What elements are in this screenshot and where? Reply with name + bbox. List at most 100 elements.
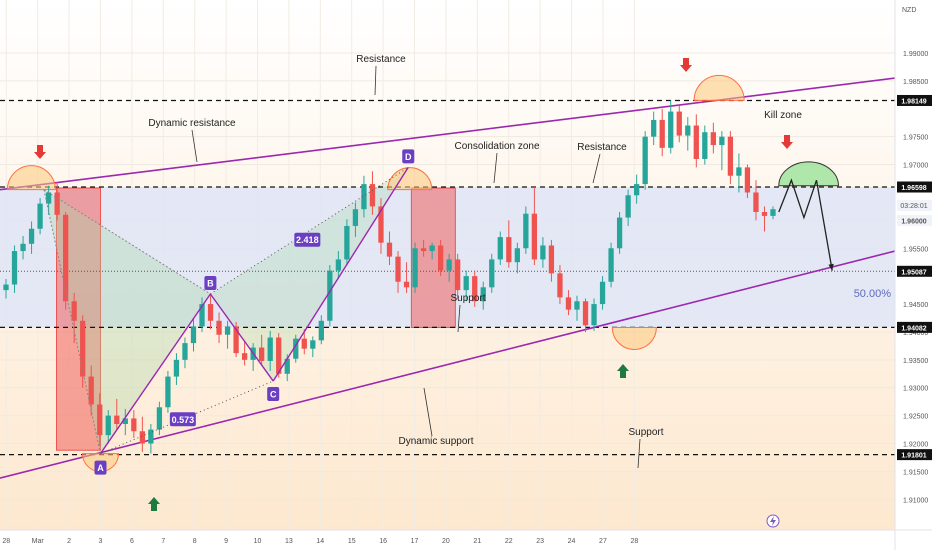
down-arrow-right (680, 58, 692, 72)
top-arc-d (387, 167, 433, 191)
candle-body (131, 418, 137, 432)
candle-body (122, 418, 128, 424)
horizontal-levels (0, 99, 895, 456)
price-tick-label: 1.92000 (903, 442, 928, 449)
time-tick-label: Mar (32, 538, 45, 545)
label-dynamic-support: Dynamic support (398, 436, 473, 447)
pattern-point-label: B (207, 279, 214, 289)
time-tick-label: 17 (411, 538, 419, 545)
price-tick-label: 1.91000 (903, 497, 928, 504)
up-arrow-right (617, 364, 629, 378)
candle-body (224, 326, 231, 335)
time-tick-label: 14 (316, 538, 324, 545)
xb-dotted (43, 189, 211, 295)
xab-triangle (43, 189, 211, 454)
candle-body (557, 273, 563, 298)
fib-label: 50.00% (854, 288, 892, 300)
candle-body (625, 195, 631, 218)
candle-body (259, 347, 265, 361)
label-consolidation-zone: Consolidation zone (454, 141, 539, 152)
dynamic-resistance-line (0, 77, 896, 191)
candle-body (489, 259, 495, 288)
candle-body (727, 136, 734, 176)
top-arc-left (6, 165, 56, 191)
candle-body (540, 245, 546, 260)
candle-body (344, 225, 350, 260)
time-tick-label: 8 (193, 538, 197, 545)
time-tick-label: 28 (630, 538, 638, 545)
reaction-arcs (6, 75, 839, 473)
clock-tag: 03:28:01 (897, 200, 932, 211)
kill-zone-arc (778, 161, 839, 187)
candle-body (11, 251, 18, 285)
candle-body (472, 276, 478, 302)
ratio-cd-label-bg (294, 232, 321, 247)
candle-body (318, 320, 324, 341)
price-tick-label: 1.99000 (903, 51, 928, 58)
ratio-cd-label: 2.418 (296, 235, 319, 245)
bcd-triangle (210, 167, 409, 382)
pointer-support-bottom (637, 438, 641, 469)
candle-body (352, 209, 359, 226)
candle-body (642, 136, 648, 185)
candle-body (37, 203, 43, 229)
time-tick-label: 15 (348, 538, 356, 545)
annotations: Resistance Dynamic resistance Consolidat… (148, 54, 891, 447)
candle-body (241, 353, 248, 360)
price-tick-label: 1.93500 (903, 358, 928, 365)
candle-body (548, 245, 555, 274)
candle-body (651, 119, 657, 137)
label-support-mid: Support (450, 293, 485, 304)
pointer-resistance-top (374, 65, 377, 96)
candle-body (327, 270, 333, 321)
lightning-icon[interactable] (766, 514, 780, 528)
xa-dotted (43, 189, 101, 454)
pattern-point-badge (204, 276, 217, 291)
pointer-consolidation (493, 152, 498, 184)
candle-body (3, 284, 9, 291)
candle-body (463, 276, 469, 291)
top-arc-right (693, 75, 745, 101)
ab-leg (99, 293, 211, 454)
currency-label: NZD (902, 7, 916, 14)
candle-body (114, 415, 120, 424)
pointer-dynamic-support (423, 387, 433, 437)
candle-body (497, 237, 503, 260)
price-tick-label: 1.97000 (903, 163, 928, 170)
candle-body (710, 132, 716, 146)
clock-text: 03:28:01 (900, 203, 927, 210)
harmonic-pattern: A B C D 0.573 2.418 (43, 149, 415, 475)
projection-arrowhead (828, 263, 834, 271)
down-arrow-killzone (781, 135, 793, 149)
candle-body (173, 359, 180, 377)
candle-body (386, 242, 393, 257)
candle-body (702, 132, 708, 159)
pattern-point-badge (94, 460, 107, 475)
candle-body (676, 111, 682, 136)
projection-polyline (778, 178, 833, 271)
time-tick-label: 2 (67, 538, 71, 545)
price-tick-label: 1.94000 (903, 330, 928, 337)
candle-body (582, 301, 589, 326)
pattern-point-badge (267, 387, 280, 402)
time-axis-bg (0, 530, 932, 550)
candle-body (591, 304, 597, 326)
candle-body (412, 248, 418, 288)
candle-body (28, 228, 35, 244)
price-tag-label: 1.98149 (901, 98, 926, 105)
price-tag-label: 1.91801 (901, 453, 926, 460)
cd-leg (272, 166, 409, 382)
candle-body (608, 248, 614, 282)
time-tick-label: 24 (568, 538, 576, 545)
candle-body (45, 192, 52, 204)
time-tick-label: 10 (254, 538, 262, 545)
time-tick-label: 16 (379, 538, 387, 545)
pointer-dynamic-resistance (191, 129, 198, 163)
price-tag-label: 1.95087 (901, 269, 926, 276)
candle-body (54, 192, 60, 215)
label-kill-zone: Kill zone (764, 110, 802, 121)
pattern-point-label: D (405, 152, 412, 162)
candle-body (753, 192, 759, 212)
price-tick-label: 1.95500 (903, 246, 928, 253)
